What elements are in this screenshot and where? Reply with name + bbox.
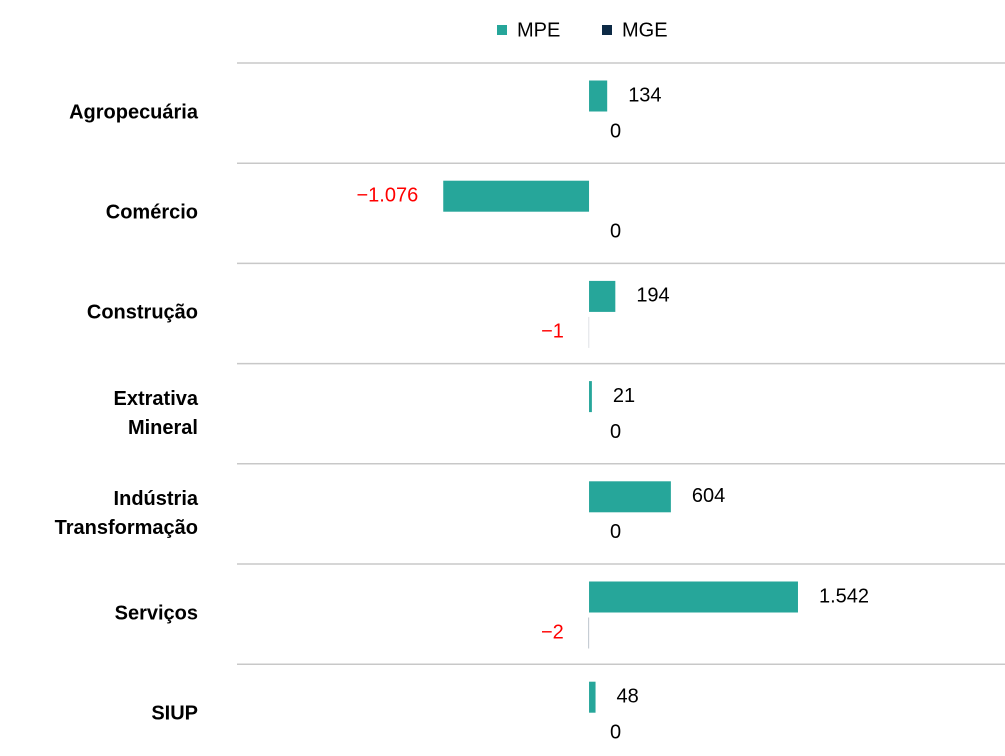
value-label: 134 [628,84,661,106]
legend-swatch [497,25,507,35]
category-label: Extrativa Mineral [113,387,199,439]
bar [589,280,616,312]
value-label: −2 [541,621,564,643]
value-label: 0 [610,521,621,543]
value-label: −1.076 [357,184,419,206]
bar [443,180,590,212]
value-label: 0 [610,120,621,142]
value-label: 0 [610,220,621,242]
legend-label: MGE [622,19,668,41]
bar [589,481,671,513]
bar [589,80,608,112]
bar [589,681,596,713]
value-label: 0 [610,721,621,743]
category-label: Construção [86,301,198,324]
value-label: 21 [613,385,635,407]
category-label: Indústria Transformação [54,487,198,539]
legend-swatch [602,25,612,35]
value-label: 48 [617,685,639,707]
category-label: SIUP [151,702,198,725]
category-label: Agropecuária [69,101,198,124]
value-label: 0 [610,421,621,443]
bar [589,381,592,413]
value-label: 194 [636,285,669,307]
bar [589,581,798,613]
category-label: Serviços [114,602,198,625]
value-label: 604 [692,485,725,507]
legend-label: MPE [517,19,560,41]
value-label: 1.542 [819,585,869,607]
value-label: −1 [541,321,564,343]
category-label: Comércio [105,201,198,224]
